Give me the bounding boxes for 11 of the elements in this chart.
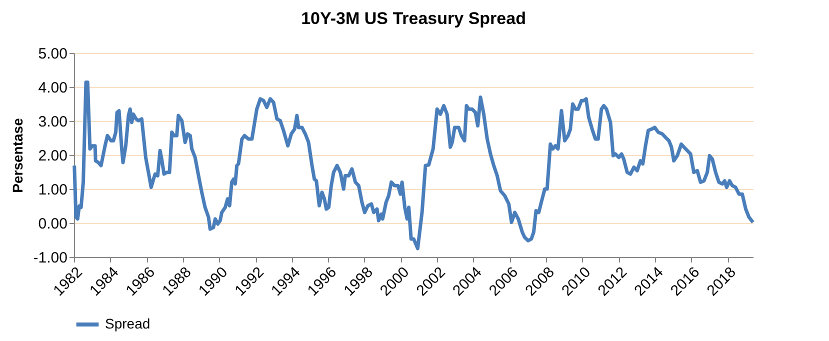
y-tick-label: 5.00 <box>38 46 68 62</box>
line-series <box>72 80 755 250</box>
y-tick-label: 2.00 <box>38 148 68 164</box>
y-tick-label: 1.00 <box>38 182 68 198</box>
y-tick-label: -1.00 <box>33 250 68 266</box>
y-tick-label: 0.00 <box>38 216 68 232</box>
legend-label: Spread <box>105 316 150 332</box>
y-tick-label: 4.00 <box>38 80 68 96</box>
chart-title: 10Y-3M US Treasury Spread <box>301 9 526 28</box>
y-axis-title: Persentase <box>9 118 26 193</box>
y-tick-label: 3.00 <box>38 114 68 130</box>
